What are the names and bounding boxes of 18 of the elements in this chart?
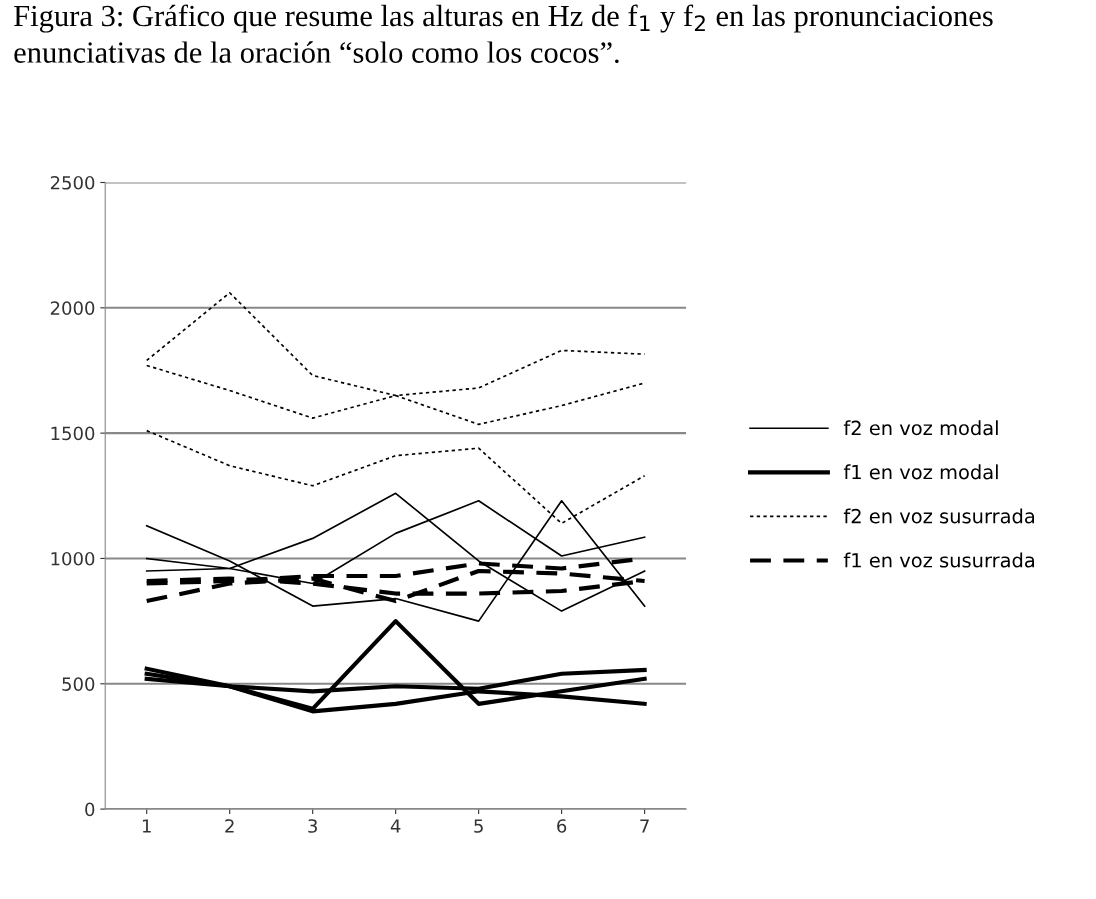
x-tick-label: 4 <box>390 819 401 833</box>
legend-label: f2 en voz susurrada <box>843 508 1035 524</box>
y-tick-label: 500 <box>62 677 95 691</box>
chart-title: Figura 3: Gráfico que resume las alturas en Hz de f$_{1}$ y f$_{2}$ en las pronunciaciones enunciativas de la oración “solo como los cocos”. <box>14 4 993 64</box>
y-tick-label: 2000 <box>50 301 95 315</box>
y-tick-label: 1000 <box>51 551 95 566</box>
x-tick-label: 1 <box>142 819 151 833</box>
legend-label: f1 en voz susurrada <box>843 552 1035 568</box>
legend-label: f2 en voz modal <box>843 420 998 436</box>
y-tick-label: 0 <box>85 802 95 817</box>
x-tick-label: 6 <box>557 819 567 833</box>
x-tick-label: 3 <box>308 819 317 833</box>
y-tick-label: 2500 <box>50 175 95 190</box>
y-tick-label: 1500 <box>51 426 95 441</box>
x-tick-label: 7 <box>640 819 649 833</box>
x-tick-label: 2 <box>225 819 234 833</box>
x-tick-label: 5 <box>474 819 483 833</box>
legend-label: f1 en voz modal <box>843 464 998 480</box>
